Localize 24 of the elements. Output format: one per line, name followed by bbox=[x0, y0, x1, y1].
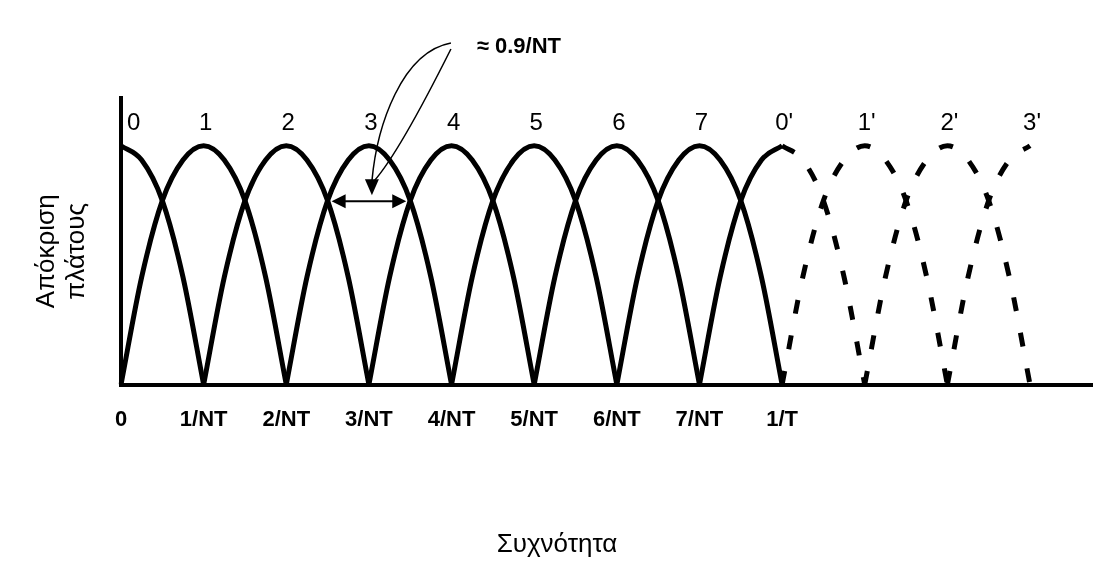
x-tick-label: 7/NT bbox=[675, 405, 724, 431]
series-label: 3' bbox=[1023, 107, 1041, 135]
series-label: 1 bbox=[198, 107, 213, 135]
x-axis-title: Συχνότητα bbox=[496, 528, 618, 559]
y-axis-title: Απόκριση πλάτους bbox=[30, 194, 91, 309]
x-tick-label: 1/T bbox=[766, 405, 799, 431]
x-tick-label: 6/NT bbox=[592, 405, 642, 431]
series-label: 2' bbox=[940, 107, 959, 135]
series-label: 2 bbox=[281, 107, 295, 135]
x-tick-label: 0 bbox=[114, 405, 128, 431]
x-tick-label: 2/NT bbox=[262, 405, 311, 431]
series-label: 7 bbox=[694, 107, 709, 135]
x-tick-label: 5/NT bbox=[510, 405, 559, 431]
series-label: 3 bbox=[364, 107, 378, 135]
series-label: 0 bbox=[126, 107, 141, 135]
series-label: 4 bbox=[446, 107, 461, 135]
series-label: 1' bbox=[857, 107, 876, 135]
x-tick-label: 1/NT bbox=[179, 405, 229, 431]
text: ≈ 0.9/NT bbox=[476, 33, 562, 59]
x-tick-label: 3/NT bbox=[345, 405, 394, 431]
series-label: 0' bbox=[775, 107, 794, 135]
series-label: 5 bbox=[529, 107, 543, 135]
series-label: 6 bbox=[612, 107, 626, 135]
x-tick-label: 4/NT bbox=[427, 405, 476, 431]
